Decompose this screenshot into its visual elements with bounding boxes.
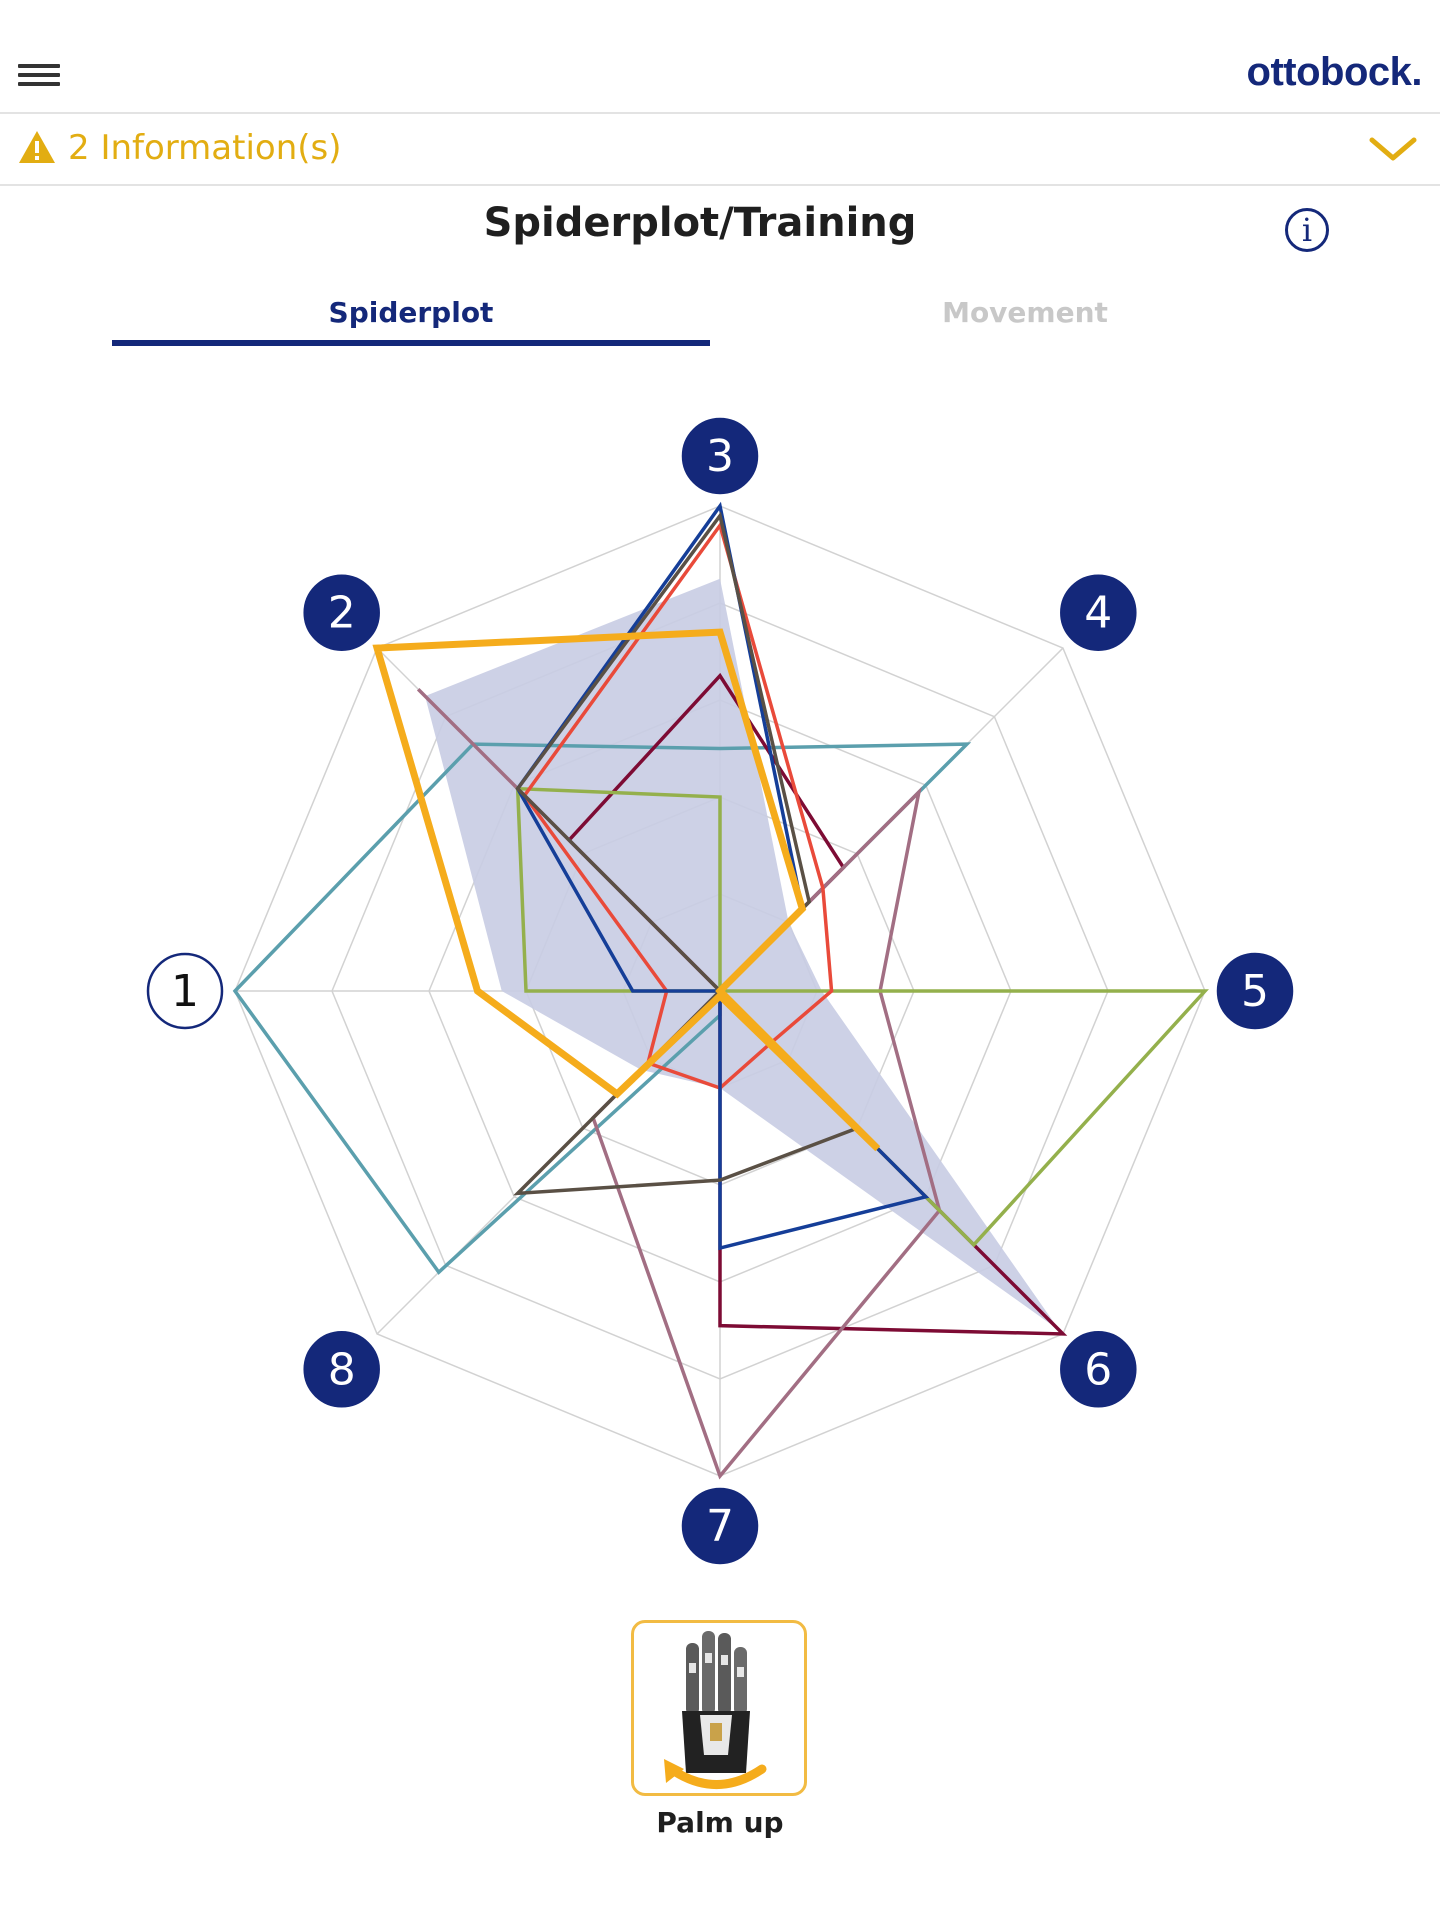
active-tab-indicator bbox=[112, 340, 710, 346]
info-circle-icon[interactable]: i bbox=[1285, 208, 1329, 252]
hamburger-menu-icon[interactable] bbox=[18, 64, 60, 88]
axis-badge-circle bbox=[1216, 952, 1294, 1030]
series-line-5 bbox=[522, 521, 834, 1090]
axis-label: 2 bbox=[328, 588, 356, 639]
top-bar: ottobock. bbox=[0, 0, 1440, 114]
axis-badge-4[interactable]: 4 bbox=[1060, 574, 1137, 651]
axis-badge-7[interactable]: 7 bbox=[681, 1487, 759, 1565]
axis-label: 6 bbox=[1084, 1344, 1112, 1395]
axis-badge-circle bbox=[303, 1331, 380, 1408]
axis-label: 8 bbox=[328, 1344, 356, 1395]
axis-badge-8[interactable]: 8 bbox=[303, 1331, 380, 1408]
axis-badge-circle bbox=[681, 1487, 759, 1565]
movement-card-palm-up[interactable] bbox=[631, 1620, 807, 1796]
tab-spiderplot[interactable]: Spiderplot bbox=[328, 296, 494, 329]
axis-badge-2[interactable]: 2 bbox=[303, 574, 380, 651]
axis-badge-circle bbox=[1060, 574, 1137, 651]
axis-label: 5 bbox=[1241, 966, 1269, 1017]
information-bar[interactable]: 2 Information(s) bbox=[0, 114, 1440, 186]
chevron-down-icon[interactable] bbox=[1368, 134, 1418, 164]
information-count-text: 2 Information(s) bbox=[68, 128, 342, 168]
axis-label: 3 bbox=[706, 431, 734, 482]
axis-badge-circle bbox=[146, 952, 224, 1030]
movement-label: Palm up bbox=[656, 1806, 784, 1839]
page-title: Spiderplot/Training bbox=[483, 200, 917, 246]
brand-logo: ottobock. bbox=[1246, 50, 1423, 94]
shaded-area bbox=[425, 578, 1060, 1331]
axis-badge-3[interactable]: 3 bbox=[681, 417, 759, 495]
axis-badge-circle bbox=[303, 574, 380, 651]
axis-badge-6[interactable]: 6 bbox=[1060, 1331, 1137, 1408]
warning-triangle-icon bbox=[19, 131, 55, 163]
tab-movement[interactable]: Movement bbox=[942, 296, 1108, 329]
spiderplot-chart: 1 2 3 4 5 6 7 8 bbox=[146, 417, 1294, 1565]
axis-label: 1 bbox=[171, 966, 199, 1017]
axis-badge-circle bbox=[681, 417, 759, 495]
hand-prosthesis-rotate-icon bbox=[664, 1631, 767, 1789]
axis-badge-5[interactable]: 5 bbox=[1216, 952, 1294, 1030]
axis-label: 4 bbox=[1084, 588, 1112, 639]
axis-badge-1[interactable]: 1 bbox=[146, 952, 224, 1030]
axis-badge-circle bbox=[1060, 1331, 1137, 1408]
series-line-8 bbox=[372, 628, 881, 1152]
axis-label: 7 bbox=[706, 1501, 734, 1552]
